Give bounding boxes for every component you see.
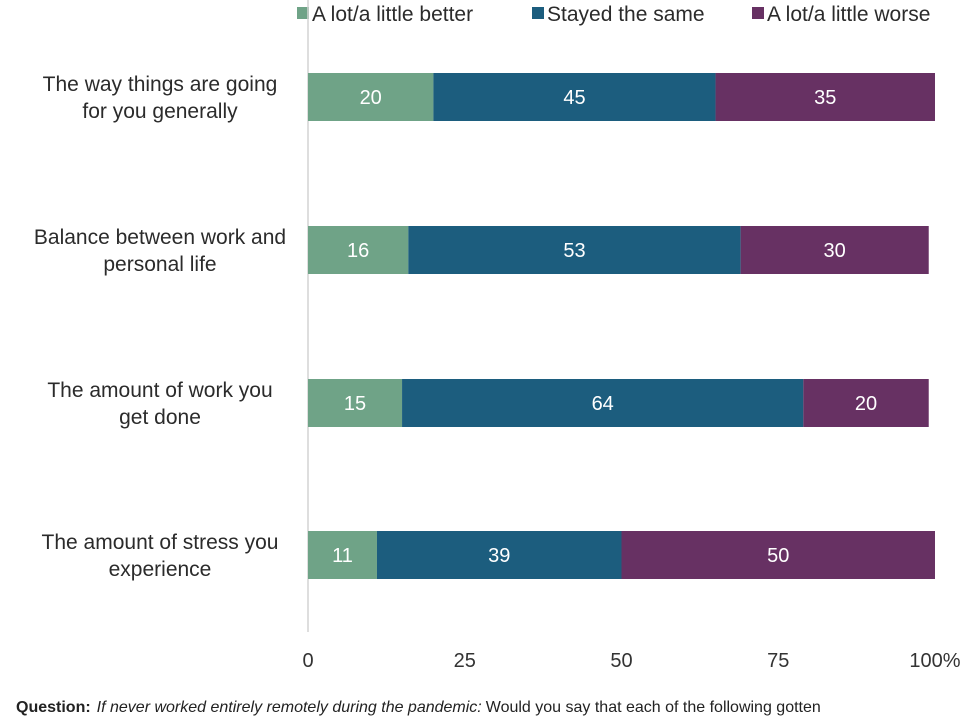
data-label: 20 [855, 393, 877, 415]
footer-label: Question: [16, 699, 91, 716]
x-tick-label: 0 [302, 650, 313, 672]
category-label: The amount of work you [47, 379, 272, 402]
bar-segment [308, 73, 434, 121]
x-tick-label: 50 [610, 650, 632, 672]
bar-segment [308, 226, 409, 274]
legend-swatch [297, 7, 309, 19]
bar-segment [803, 379, 929, 427]
data-label: 39 [488, 545, 510, 567]
x-tick-label: 75 [767, 650, 789, 672]
category-label: get done [119, 406, 201, 429]
category-label: for you generally [82, 100, 238, 123]
footer-condition: If never worked entirely remotely during… [96, 699, 482, 716]
bar-segment [715, 73, 935, 121]
data-label: 15 [344, 393, 366, 415]
x-tick-label: 100% [909, 650, 960, 672]
data-label: 45 [563, 87, 585, 109]
category-label: personal life [103, 253, 216, 276]
category-label: Balance between work and [34, 226, 286, 249]
data-label: 50 [767, 545, 789, 567]
legend-swatch [532, 7, 544, 19]
legend: A lot/a little better Stayed the same A lo… [297, 3, 930, 26]
category-label: The amount of stress you [42, 531, 279, 554]
legend-label: Stayed the same [547, 3, 705, 26]
data-label: 30 [824, 240, 846, 262]
legend-swatch [752, 7, 764, 19]
bar-segment [740, 226, 929, 274]
bar-segment [621, 531, 935, 579]
legend-label: A lot/a little better [312, 3, 473, 26]
bar-segment [308, 531, 377, 579]
data-label: 11 [332, 545, 353, 567]
data-label: 16 [347, 240, 369, 262]
x-tick-label: 25 [454, 650, 476, 672]
footer-text: Would you say that each of the following… [485, 699, 821, 716]
data-label: 53 [563, 240, 585, 262]
category-label: experience [109, 558, 212, 581]
category-label: The way things are going [43, 73, 278, 96]
question-footer: Question: If never worked entirely remote… [16, 699, 976, 717]
category-labels: The way things are going for you generall… [34, 73, 286, 581]
x-axis-ticks: 0 25 50 75 100% [302, 650, 960, 672]
bar-segment [408, 226, 741, 274]
legend-label: A lot/a little worse [767, 3, 930, 26]
bars: 20 45 35 16 53 30 15 64 20 11 39 50 [308, 73, 935, 579]
bar-segment [433, 73, 716, 121]
data-label: 64 [592, 393, 614, 415]
data-label: 35 [814, 87, 836, 109]
bar-segment [402, 379, 804, 427]
bar-segment [308, 379, 403, 427]
bar-segment [376, 531, 622, 579]
data-label: 20 [360, 87, 382, 109]
